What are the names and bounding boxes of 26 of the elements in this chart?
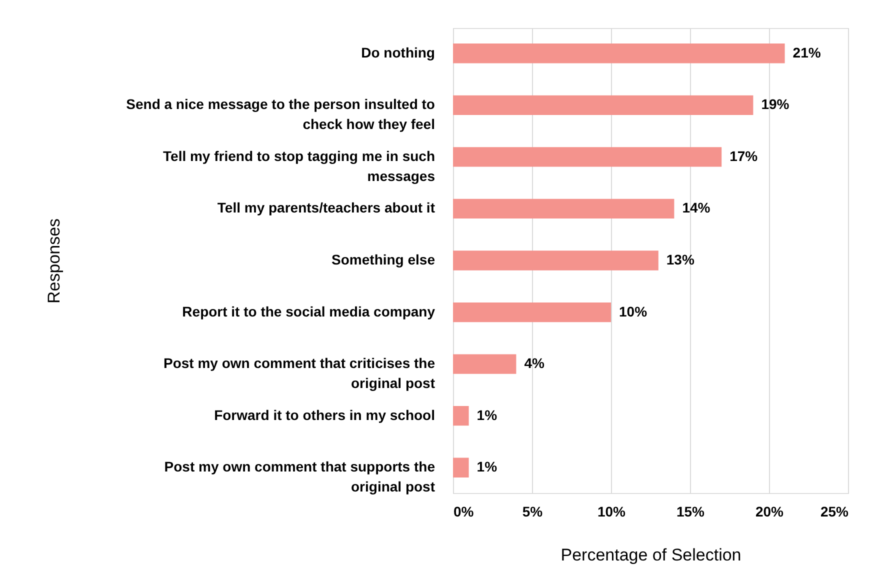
- y-tick-label: Post my own comment that supports the original post: [164, 458, 436, 495]
- x-tick-label: 20%: [755, 504, 784, 520]
- x-tick-label: 15%: [676, 504, 706, 520]
- x-tick-label: 0%: [454, 504, 474, 520]
- y-tick-label: Tell my parents/teachers about it: [217, 200, 436, 216]
- y-tick-label: Something else: [332, 252, 436, 268]
- data-label: 10%: [619, 303, 648, 320]
- data-label: 1%: [476, 406, 498, 423]
- y-axis-title: Responses: [44, 218, 64, 304]
- data-label: 21%: [792, 44, 822, 60]
- data-label: 17%: [730, 148, 758, 164]
- y-tick-label: Forward it to others in my school: [214, 406, 435, 423]
- data-label: 14%: [682, 200, 711, 216]
- y-tick-label: Tell my friend to stop tagging me in such messages: [163, 148, 436, 184]
- y-tick-label: Post my own comment that criticises the original post: [163, 355, 436, 392]
- x-tick-label: 10%: [597, 504, 626, 520]
- data-label: 13%: [666, 252, 695, 268]
- data-label: 19%: [761, 96, 790, 112]
- y-tick-label: Do nothing: [361, 44, 435, 60]
- y-tick-label: Send a nice message to the person insulted to check how they feel: [126, 96, 435, 132]
- data-label: 1%: [476, 458, 498, 475]
- y-tick-label: Report it to the social media company: [182, 303, 436, 320]
- x-axis-title: Percentage of Selection: [560, 546, 742, 564]
- x-tick-label: 5%: [522, 504, 544, 520]
- data-label: 4%: [524, 355, 545, 372]
- x-tick-label: 25%: [820, 504, 850, 520]
